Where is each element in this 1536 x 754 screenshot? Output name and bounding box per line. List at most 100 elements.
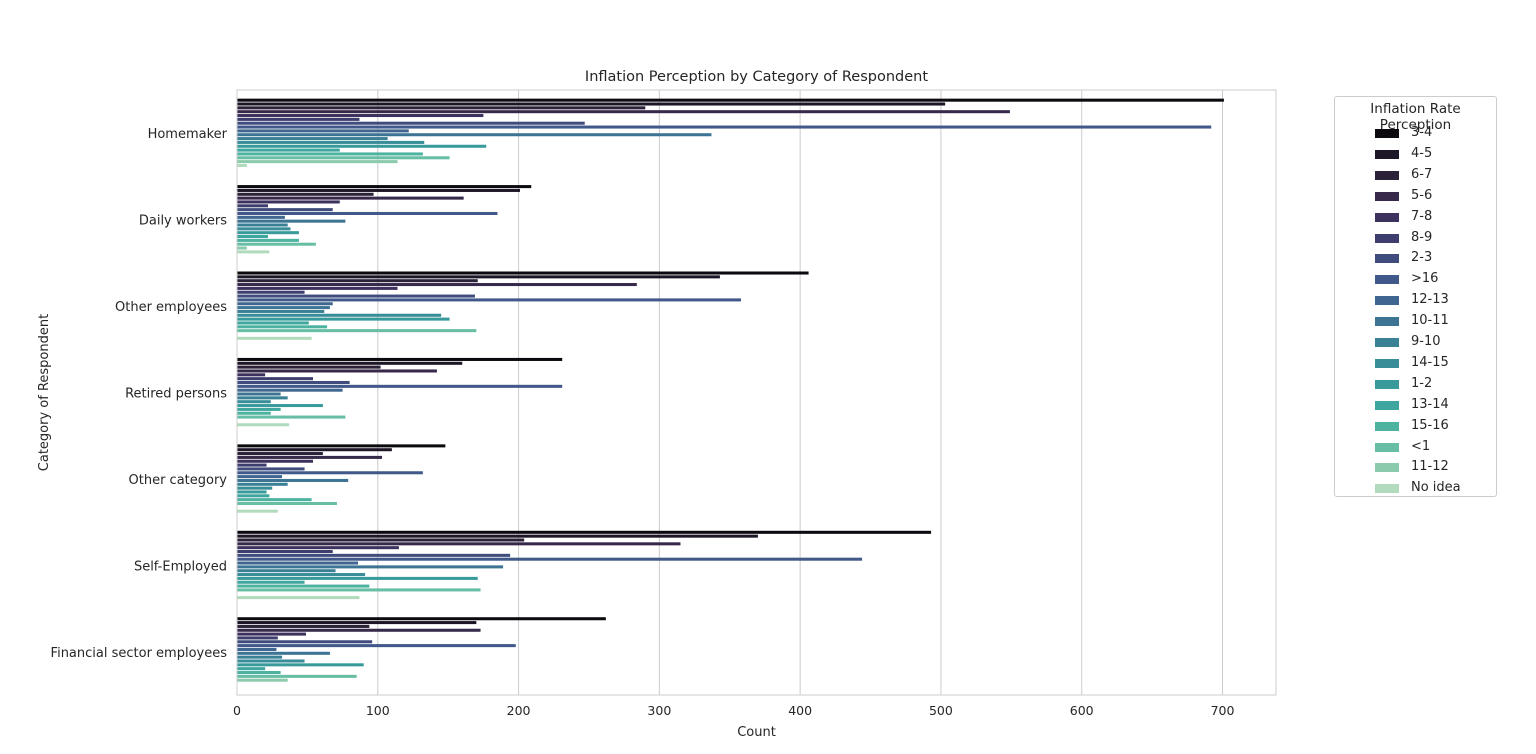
legend-swatch [1375,421,1399,431]
bar [237,534,758,538]
bar [237,196,464,200]
legend-swatch [1375,254,1399,264]
chart-title: Inflation Perception by Category of Resp… [585,69,928,85]
bar [237,298,742,302]
bar [237,557,863,561]
bar [237,467,305,471]
legend: Inflation Rate Perception 3-4 4-5 6-7 5-6 7-… [1334,96,1497,497]
plot-frame [236,89,1277,696]
bar [237,242,316,246]
legend-swatch [1375,170,1399,180]
y-category-label: Retired persons [125,387,227,402]
x-tick-label: 0 [233,703,241,718]
bar [237,628,481,632]
bar [237,459,314,463]
legend-label: 2-3 [1411,250,1433,266]
bar [237,246,247,250]
bar [237,663,364,667]
bar [237,632,306,636]
bar [237,329,477,333]
bar [237,137,388,141]
bar [237,163,247,167]
bar [237,148,340,152]
legend-label: 3-4 [1411,125,1433,140]
bar [237,313,442,317]
bar [237,542,681,546]
legend-label: 4-5 [1411,145,1433,161]
bar [237,380,350,385]
bar [237,546,399,550]
bar [237,238,299,242]
legend-label: >16 [1411,271,1439,287]
legend-swatch [1375,233,1399,243]
bar [237,156,450,160]
bar [237,392,281,396]
legend-swatch [1375,358,1399,368]
legend-label: 15-16 [1411,417,1449,433]
bar [237,271,809,275]
bar [237,509,278,513]
bar [237,125,1212,129]
legend-label: 11-12 [1411,459,1449,475]
y-category-label: Other employees [115,300,227,315]
bar [237,290,305,294]
y-category-label: Homemaker [148,127,228,142]
legend-swatch [1375,212,1399,222]
bar [237,110,1010,114]
bar [237,357,563,361]
bar [237,494,270,498]
bar [237,576,478,580]
bar [237,102,946,106]
legend-swatch [1375,338,1399,347]
bar [237,538,525,542]
legend-label: No idea [1411,480,1461,496]
legend-label: 9-10 [1411,334,1441,349]
legend-swatch [1375,379,1399,389]
bar [237,580,305,584]
bar [237,361,463,365]
x-tick-label: 200 [507,703,531,718]
bar [237,455,383,459]
bar [237,490,267,494]
legend-label: 7-8 [1411,208,1433,224]
bar [237,411,271,415]
legend-swatch [1375,296,1399,306]
bar [237,275,720,279]
legend-label: <1 [1411,438,1431,454]
bar [237,208,333,212]
bar [237,486,273,490]
bar [237,624,370,628]
legend-label: 10-11 [1411,313,1449,329]
bar [237,478,349,482]
legend-label: 8-9 [1411,229,1433,245]
legend-swatch [1375,275,1399,285]
x-tick-label: 500 [929,703,953,718]
bar [237,365,381,369]
bar [237,152,423,156]
gridlines [236,90,1224,695]
bar [237,482,288,486]
y-category-label: Self-Employed [134,559,227,574]
bar [237,204,268,208]
bar [237,373,266,377]
bar [237,321,309,325]
bar [237,140,425,144]
x-axis-ticks: 0 100 200 300 400 500 600 700 [233,703,1234,718]
bar [237,384,563,388]
bar [237,670,281,675]
bar [237,448,392,452]
bar [237,144,487,148]
bar [237,129,409,133]
legend-label: 14-15 [1411,354,1449,370]
bar [237,651,330,655]
legend-label: 1-2 [1411,375,1433,391]
bar [237,227,291,231]
legend-swatch [1375,484,1399,494]
bar [237,215,285,219]
bar [237,471,423,475]
legend-swatch [1375,129,1399,138]
legend-swatch [1375,317,1399,327]
bar [237,588,481,592]
bar [237,211,498,216]
